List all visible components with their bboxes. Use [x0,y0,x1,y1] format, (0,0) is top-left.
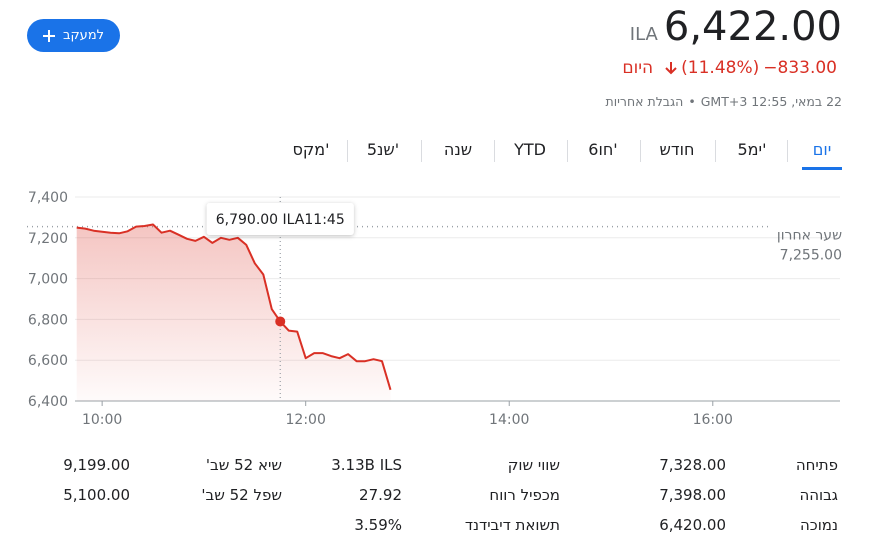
tab-separator [420,140,422,162]
stat-label: תשואת דיבידנד [464,516,560,534]
stat-value: 3.59% [354,516,402,534]
price-area [76,224,391,401]
stat-value: 5,100.00 [63,486,130,504]
change-value: −833.00 [763,58,837,78]
stat-label: גבוהה [799,486,838,504]
stat-value: 9,199.00 [63,456,130,474]
x-tick-label: 16:00 [693,412,733,428]
currency: ILA [629,24,658,45]
stat-value: 7,398.00 [659,486,726,504]
price: 6,422.00 [663,4,842,50]
x-tick-label: 14:00 [489,412,529,428]
y-tick-label: 7,200 [28,231,68,247]
y-tick-label: 7,400 [28,190,68,206]
stat-label: שפל 52 שב' [201,486,282,504]
tooltip-box [206,203,354,235]
y-tick-label: 7,000 [28,272,68,288]
tab-separator [714,140,716,162]
x-tick-label: 12:00 [286,412,326,428]
stat-label: שווי שוק [507,456,560,474]
timestamp: 22 במאי, 12:55 GMT+3 [700,94,842,109]
previous-close-value: 7,255.00 [780,248,842,264]
down-arrow [665,62,677,75]
stat-label: נמוכה [799,516,838,534]
x-tick-label: 10:00 [82,412,122,428]
hover-point [275,316,286,327]
tooltip-price: 6,790.00 ILA [216,212,305,228]
stat-label: מכפיל רווח [489,486,560,504]
stat-label: שיא 52 שב' [205,456,282,474]
date-row: 22 במאי, 12:55 GMT+3הגבלת אחריות [606,94,842,109]
stat-value: 3.13B ILS [331,456,402,474]
range-tab[interactable]: מקס' [292,140,330,159]
range-tab[interactable]: יום [802,137,842,170]
stat-label: פתיחה [795,456,838,474]
stat-value: 27.92 [359,486,402,504]
y-tick-label: 6,600 [28,353,68,369]
tab-separator [640,140,641,162]
change-percent: (11.48%) [681,58,760,78]
follow-label: למעקב [62,28,105,43]
range-tab[interactable]: חודש [659,140,695,159]
stat-value: 6,420.00 [659,516,726,534]
plus-icon [42,29,55,42]
range-tab[interactable]: YTD [514,140,546,159]
tab-separator [566,140,568,162]
stat-value: 7,328.00 [659,456,726,474]
tab-separator [494,140,495,162]
tooltip-time: 11:45 [304,212,344,228]
previous-close-label: שער אחרון [777,228,842,244]
tab-separator [787,140,788,162]
y-tick-label: 6,800 [28,312,68,328]
range-tab[interactable]: 5ימ' [737,140,767,159]
price-row: ILA 6,422.00 [630,4,842,50]
range-tab[interactable]: שנה [443,140,473,159]
tab-separator [347,140,348,162]
disclaimer-link[interactable]: הגבלת אחריות [606,94,701,109]
y-tick-label: 6,400 [28,394,68,410]
price-line [76,223,392,391]
follow-button[interactable]: למעקב [27,19,120,52]
change-row: היום (11.48%) −833.00 [622,58,837,78]
change-period: היום [622,58,654,78]
range-tab[interactable]: 6חו' [588,140,618,159]
range-tab[interactable]: 5שנ' [366,140,400,159]
